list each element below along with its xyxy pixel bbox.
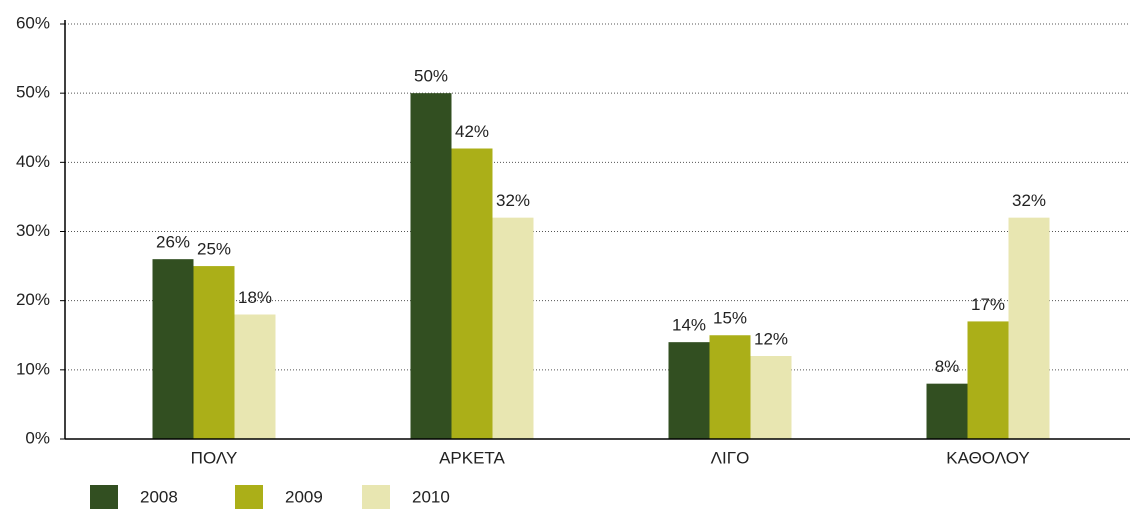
- data-label: 25%: [197, 240, 231, 259]
- data-label: 15%: [713, 309, 747, 328]
- bar: [234, 314, 276, 439]
- bar: [1008, 217, 1050, 439]
- data-label: 12%: [754, 329, 788, 348]
- data-label: 42%: [455, 122, 489, 141]
- bar: [750, 356, 792, 439]
- bar: [926, 383, 968, 439]
- data-label: 8%: [935, 357, 960, 376]
- legend-label: 2010: [412, 487, 450, 506]
- data-label: 18%: [238, 288, 272, 307]
- x-tick-label: ΛΙΓΟ: [711, 448, 750, 467]
- bar: [492, 217, 534, 439]
- y-tick-label: 60%: [16, 13, 50, 32]
- y-tick-label: 20%: [16, 290, 50, 309]
- legend-swatch: [235, 485, 263, 509]
- x-tick-label: ΚΑΘΟΛΟΥ: [946, 448, 1029, 467]
- x-tick-label: ΑΡΚΕΤΑ: [439, 448, 505, 467]
- data-label: 17%: [971, 295, 1005, 314]
- y-tick-label: 0%: [25, 428, 50, 447]
- data-label: 26%: [156, 233, 190, 252]
- data-label: 32%: [496, 191, 530, 210]
- legend-label: 2008: [140, 487, 178, 506]
- x-tick-label: ΠΟΛΥ: [191, 448, 238, 467]
- data-label: 14%: [672, 316, 706, 335]
- y-tick-label: 30%: [16, 221, 50, 240]
- bar: [709, 335, 751, 439]
- legend-label: 2009: [285, 487, 323, 506]
- y-tick-label: 50%: [16, 83, 50, 102]
- bar: [193, 266, 235, 439]
- legend-swatch: [362, 485, 390, 509]
- legend-swatch: [90, 485, 118, 509]
- bar: [152, 259, 194, 439]
- y-tick-label: 10%: [16, 359, 50, 378]
- data-label: 50%: [414, 67, 448, 86]
- bar: [668, 342, 710, 439]
- bar: [410, 93, 452, 440]
- data-label: 32%: [1012, 191, 1046, 210]
- bar: [451, 148, 493, 439]
- bar: [967, 321, 1009, 439]
- y-tick-label: 40%: [16, 152, 50, 171]
